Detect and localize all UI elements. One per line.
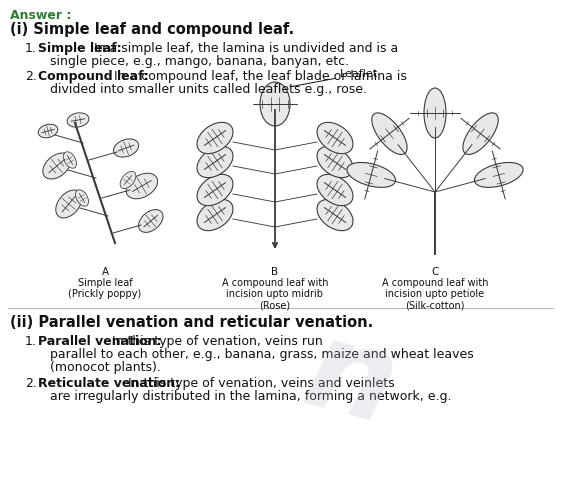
Ellipse shape [56,190,82,218]
Text: (monocot plants).: (monocot plants). [50,361,161,374]
Ellipse shape [197,122,233,154]
Ellipse shape [113,139,139,157]
Text: In this type of venation, veins run: In this type of venation, veins run [108,335,323,348]
Text: incision upto midrib: incision upto midrib [227,289,324,299]
Text: Simple leaf: Simple leaf [77,278,132,288]
Ellipse shape [317,122,353,154]
Ellipse shape [120,171,136,189]
Ellipse shape [372,113,407,155]
Ellipse shape [260,82,290,126]
Ellipse shape [317,174,353,206]
Text: (i) Simple leaf and compound leaf.: (i) Simple leaf and compound leaf. [10,22,294,37]
Text: (ii) Parallel venation and reticular venation.: (ii) Parallel venation and reticular ven… [10,315,373,330]
Ellipse shape [197,174,233,206]
Text: Simple leaf:: Simple leaf: [38,42,122,55]
Ellipse shape [317,146,353,178]
Text: C: C [431,267,439,277]
Text: 2.: 2. [25,377,37,390]
Ellipse shape [67,113,89,127]
Text: incision upto petiole: incision upto petiole [385,289,485,299]
Ellipse shape [43,153,71,179]
Text: Reticulate venation:: Reticulate venation: [38,377,180,390]
Text: (Silk-cotton): (Silk-cotton) [405,300,465,310]
Text: parallel to each other, e.g., banana, grass, maize and wheat leaves: parallel to each other, e.g., banana, gr… [50,348,473,361]
Text: single piece, e.g., mango, banana, banyan, etc.: single piece, e.g., mango, banana, banya… [50,55,349,68]
Text: are irregularly distributed in the lamina, forming a network, e.g.: are irregularly distributed in the lamin… [50,390,452,403]
Ellipse shape [139,210,163,232]
Text: Leaflet: Leaflet [292,69,378,86]
Ellipse shape [38,124,58,138]
Ellipse shape [63,152,76,168]
Text: 1.: 1. [25,335,37,348]
Ellipse shape [197,146,233,178]
Text: In a compound leaf, the leaf blade or lamina is: In a compound leaf, the leaf blade or la… [110,70,407,83]
Ellipse shape [197,199,233,231]
Ellipse shape [317,199,353,231]
Ellipse shape [463,113,498,155]
Text: A compound leaf with: A compound leaf with [222,278,328,288]
Text: In a simple leaf, the lamina is undivided and is a: In a simple leaf, the lamina is undivide… [90,42,398,55]
Text: 1.: 1. [25,42,37,55]
Text: divided into smaller units called leaflets e.g., rose.: divided into smaller units called leafle… [50,83,367,96]
Ellipse shape [424,88,446,138]
Text: A: A [102,267,109,277]
Ellipse shape [475,163,523,188]
Text: Answer :: Answer : [10,9,71,22]
Ellipse shape [76,190,89,206]
Text: (Rose): (Rose) [259,300,291,310]
Text: (Prickly poppy): (Prickly poppy) [68,289,141,299]
Text: 2.: 2. [25,70,37,83]
Text: Parallel venation:: Parallel venation: [38,335,162,348]
Ellipse shape [126,173,158,199]
Ellipse shape [347,163,396,188]
Text: n: n [291,310,408,450]
Text: Compound leaf:: Compound leaf: [38,70,149,83]
Text: A compound leaf with: A compound leaf with [381,278,488,288]
Text: B: B [272,267,279,277]
Text: In this type of venation, veins and veinlets: In this type of venation, veins and vein… [124,377,394,390]
